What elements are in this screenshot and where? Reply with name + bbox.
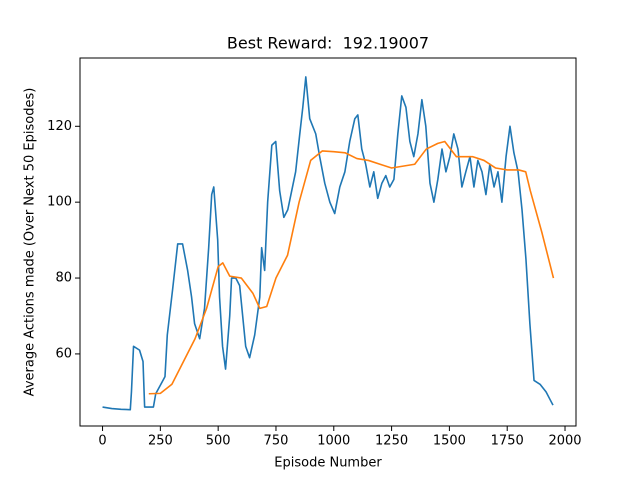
- y-axis-label: Average Actions made (Over Next 50 Episo…: [23, 88, 38, 397]
- y-tick-label: 100: [47, 195, 72, 210]
- x-tick-label: 1500: [433, 434, 466, 449]
- x-tick-label: 250: [148, 434, 173, 449]
- x-tick-label: 1750: [491, 434, 524, 449]
- x-tick-label: 1250: [375, 434, 408, 449]
- x-tick-label: 0: [98, 434, 106, 449]
- plot-frame: [79, 57, 577, 427]
- y-tick-label: 80: [55, 271, 72, 286]
- x-tick-label: 750: [264, 434, 289, 449]
- x-tick-label: 1000: [317, 434, 350, 449]
- line-series: [148, 140, 555, 395]
- x-tick-label: 2000: [548, 434, 581, 449]
- line-series: [102, 76, 554, 411]
- x-axis-label: Episode Number: [274, 456, 382, 471]
- y-tick-label: 60: [55, 346, 72, 361]
- x-tick-label: 500: [206, 434, 231, 449]
- chart-title: Best Reward: 192.19007: [227, 34, 429, 53]
- y-tick-label: 120: [47, 119, 72, 134]
